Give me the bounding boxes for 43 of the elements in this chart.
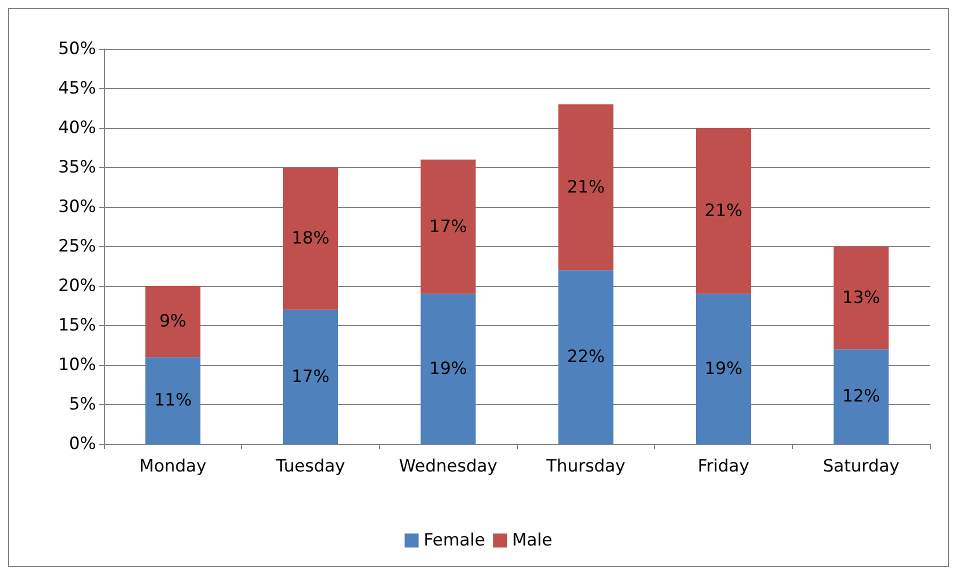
x-tick-label: Friday — [698, 456, 750, 476]
data-label: 17% — [292, 366, 330, 387]
bar — [558, 270, 614, 444]
bar — [558, 104, 614, 270]
bar — [282, 310, 338, 444]
y-tick-label: 25% — [58, 236, 96, 256]
y-tick-label: 30% — [58, 197, 96, 217]
x-tick-label: Tuesday — [274, 456, 346, 476]
data-label: 21% — [704, 200, 742, 221]
y-tick-label: 20% — [58, 276, 96, 296]
bar — [834, 246, 889, 350]
data-label: 19% — [429, 358, 468, 379]
data-label: 17% — [429, 216, 468, 237]
bar — [282, 168, 338, 310]
y-tick-label: 5% — [69, 394, 96, 414]
data-label: 12% — [842, 386, 880, 407]
bar — [696, 294, 752, 444]
bar — [420, 294, 476, 444]
y-tick-label: 40% — [58, 118, 96, 138]
data-label: 21% — [566, 177, 605, 198]
bar — [834, 349, 889, 444]
data-label: 9% — [159, 312, 186, 332]
bar — [145, 286, 200, 358]
bar — [145, 357, 200, 444]
x-tick-label: Saturday — [822, 456, 900, 476]
data-label: 18% — [292, 228, 330, 249]
legend-label: Female — [424, 530, 486, 550]
y-tick-label: 45% — [58, 78, 96, 98]
data-label: 11% — [154, 390, 192, 411]
x-tick-label: Wednesday — [398, 456, 498, 476]
bar — [420, 160, 476, 294]
y-tick-label: 0% — [69, 434, 96, 454]
x-tick-label: Monday — [139, 456, 206, 476]
y-tick-label: 50% — [58, 39, 96, 59]
legend-label: Male — [512, 530, 552, 550]
data-label: 19% — [704, 358, 742, 379]
x-tick-label: Thursday — [545, 456, 626, 476]
data-label: 22% — [566, 347, 605, 368]
y-tick-label: 10% — [58, 355, 96, 375]
data-label: 13% — [842, 288, 880, 308]
y-tick-label: 35% — [58, 158, 96, 178]
y-tick-label: 15% — [58, 316, 96, 336]
bar — [696, 128, 752, 294]
